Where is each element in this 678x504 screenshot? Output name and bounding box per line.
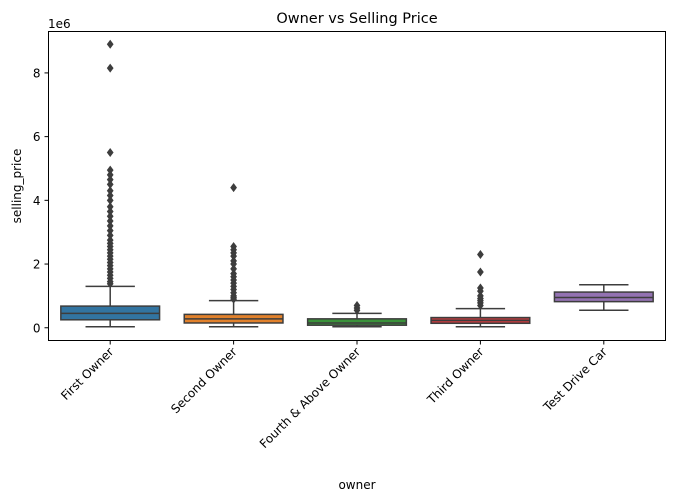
- outlier-point: [106, 148, 114, 158]
- outlier-point: [477, 300, 484, 310]
- box-group-third-owner: [430, 249, 531, 328]
- outlier-point: [106, 279, 114, 289]
- x-tick-label: Fourth & Above Owner: [257, 345, 363, 451]
- chart-title: Owner vs Selling Price: [276, 11, 437, 27]
- outlier-point: [230, 183, 237, 193]
- outlier-point: [477, 249, 484, 259]
- plot-area: [60, 39, 654, 328]
- outlier-point: [106, 39, 114, 49]
- x-axis-label: owner: [338, 478, 375, 492]
- y-tick-label: 0: [33, 321, 41, 335]
- outlier-point: [477, 267, 484, 277]
- x-tick-label: Second Owner: [168, 345, 240, 417]
- outlier-point: [230, 294, 237, 304]
- box-group-fourth-above-owner: [306, 300, 408, 328]
- x-tick-label: Third Owner: [424, 345, 487, 408]
- outlier-point: [106, 63, 114, 73]
- y-tick-label: 4: [33, 194, 41, 208]
- box-group-first-owner: [60, 39, 161, 328]
- box-iqr: [306, 318, 408, 326]
- y-offset-label: 1e6: [48, 17, 71, 31]
- outlier-point: [353, 305, 361, 315]
- y-tick-label: 2: [33, 258, 41, 272]
- box-group-test-drive-car: [553, 284, 654, 311]
- y-axis-label: selling_price: [10, 149, 24, 224]
- box-group-second-owner: [183, 183, 284, 328]
- x-tick-label: First Owner: [58, 345, 116, 403]
- y-tick-label: 8: [33, 66, 41, 80]
- y-tick-label: 6: [33, 130, 41, 144]
- x-tick-label: Test Drive Car: [540, 345, 610, 415]
